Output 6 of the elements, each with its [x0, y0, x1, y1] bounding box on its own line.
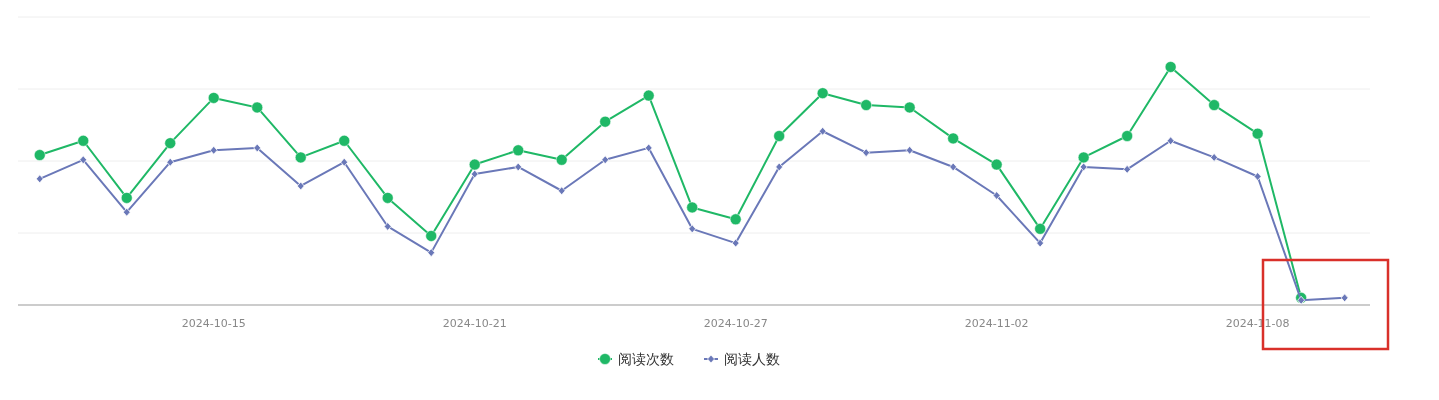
x-tick-label: 2024-11-02 [964, 317, 1029, 330]
legend-label: 阅读次数 [618, 351, 674, 367]
x-tick-label: 2024-10-15 [181, 317, 246, 330]
legend-label: 阅读人数 [724, 351, 780, 367]
x-tick-label: 2024-10-21 [442, 317, 507, 330]
x-tick-label: 2024-10-27 [703, 317, 768, 330]
